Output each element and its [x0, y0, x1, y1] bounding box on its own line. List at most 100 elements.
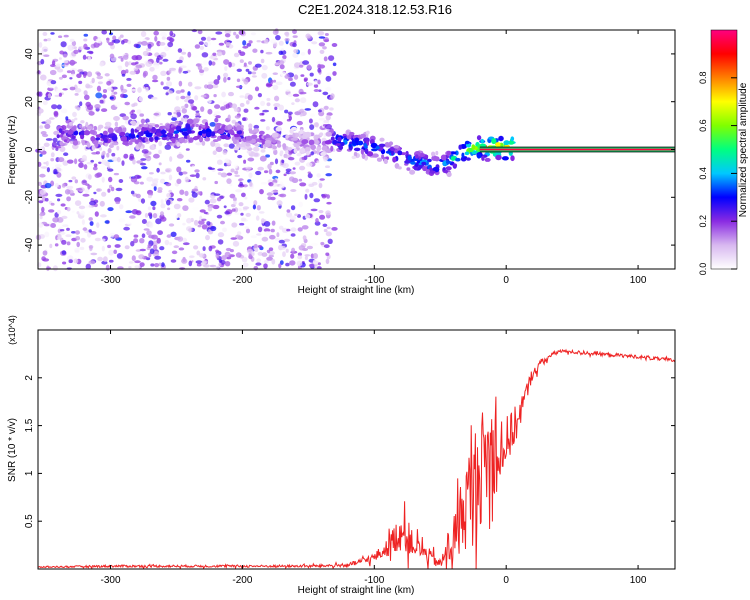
signal-mark [449, 151, 457, 155]
noise-mark [289, 176, 295, 182]
signal-mark [119, 131, 126, 137]
noise-mark [245, 212, 251, 217]
noise-mark [166, 76, 171, 81]
noise-mark [238, 30, 245, 36]
noise-mark [151, 103, 156, 109]
noise-mark [97, 81, 103, 85]
noise-mark [274, 95, 280, 102]
noise-mark [42, 100, 48, 106]
noise-mark [298, 178, 303, 182]
noise-mark [139, 181, 144, 185]
noise-mark [323, 244, 330, 249]
noise-mark [179, 189, 185, 195]
noise-mark [216, 51, 223, 57]
signal-mark [228, 129, 235, 135]
noise-mark [135, 193, 141, 199]
noise-mark [114, 197, 121, 203]
noise-mark [152, 244, 158, 250]
noise-mark [195, 260, 203, 264]
noise-mark [118, 179, 124, 183]
signal-mark [397, 150, 403, 156]
noise-mark [135, 64, 143, 69]
noise-mark [243, 78, 249, 85]
noise-mark [84, 189, 90, 194]
noise-mark [322, 91, 329, 96]
signal-mark [465, 157, 471, 161]
noise-mark [113, 39, 121, 44]
noise-mark [266, 83, 273, 87]
snr-axes: -300 -200 -100 0 100 0.5 1 1.5 2 [24, 330, 675, 586]
noise-mark [95, 38, 102, 44]
noise-mark [290, 233, 296, 237]
noise-mark [278, 263, 282, 269]
noise-mark [289, 81, 296, 87]
noise-mark [59, 226, 63, 230]
signal-mark [292, 132, 296, 139]
noise-mark [107, 147, 112, 154]
snr-frame [37, 329, 676, 570]
noise-mark [270, 38, 277, 44]
noise-mark [88, 185, 92, 188]
signal-mark [253, 128, 260, 133]
noise-mark [126, 221, 131, 225]
noise-mark [96, 75, 104, 80]
signal-mark [366, 151, 374, 157]
noise-mark [66, 142, 71, 147]
noise-mark [96, 188, 102, 192]
signal-mark [58, 128, 63, 133]
noise-mark [263, 228, 271, 233]
noise-mark [255, 262, 262, 266]
signal-mark [357, 140, 364, 146]
colorbar-tick-label: 0.8 [698, 72, 708, 85]
noise-mark [153, 178, 159, 181]
signal-mark [370, 142, 378, 149]
noise-mark [260, 58, 265, 64]
noise-mark [154, 35, 158, 42]
noise-mark [62, 88, 68, 91]
noise-mark [221, 91, 227, 98]
noise-mark [277, 60, 285, 65]
noise-mark [88, 245, 94, 249]
noise-mark [191, 188, 199, 192]
noise-mark [214, 111, 221, 115]
noise-mark [313, 84, 319, 88]
noise-mark [258, 130, 265, 135]
signal-mark [330, 136, 335, 141]
noise-mark [37, 161, 42, 167]
noise-mark [98, 161, 102, 164]
noise-mark [159, 178, 166, 184]
noise-mark [243, 159, 247, 164]
noise-mark [40, 166, 48, 169]
signal-mark [93, 125, 98, 131]
signal-mark [480, 138, 484, 144]
noise-mark [189, 255, 195, 258]
noise-mark [184, 190, 189, 197]
signal-mark [279, 150, 284, 155]
signal-mark [392, 156, 397, 163]
noise-mark [213, 94, 217, 98]
noise-mark [263, 263, 268, 269]
signal-mark [199, 136, 204, 142]
noise-mark [130, 88, 138, 92]
noise-mark [323, 156, 328, 162]
noise-mark [299, 64, 304, 68]
noise-mark [268, 168, 273, 175]
noise-mark [39, 125, 44, 129]
noise-mark [227, 114, 231, 121]
noise-mark [218, 42, 225, 46]
noise-mark [240, 212, 244, 216]
signal-mark [189, 137, 193, 141]
noise-mark [222, 150, 228, 155]
noise-mark [153, 153, 160, 159]
noise-mark [146, 176, 154, 182]
noise-mark [332, 62, 337, 67]
noise-mark [69, 38, 75, 43]
noise-mark [283, 173, 287, 177]
noise-mark [121, 160, 125, 166]
noise-mark [297, 252, 302, 257]
signal-mark [296, 141, 302, 145]
noise-mark [292, 35, 298, 38]
noise-mark [235, 189, 242, 193]
noise-mark [312, 253, 318, 259]
noise-mark [279, 260, 284, 265]
